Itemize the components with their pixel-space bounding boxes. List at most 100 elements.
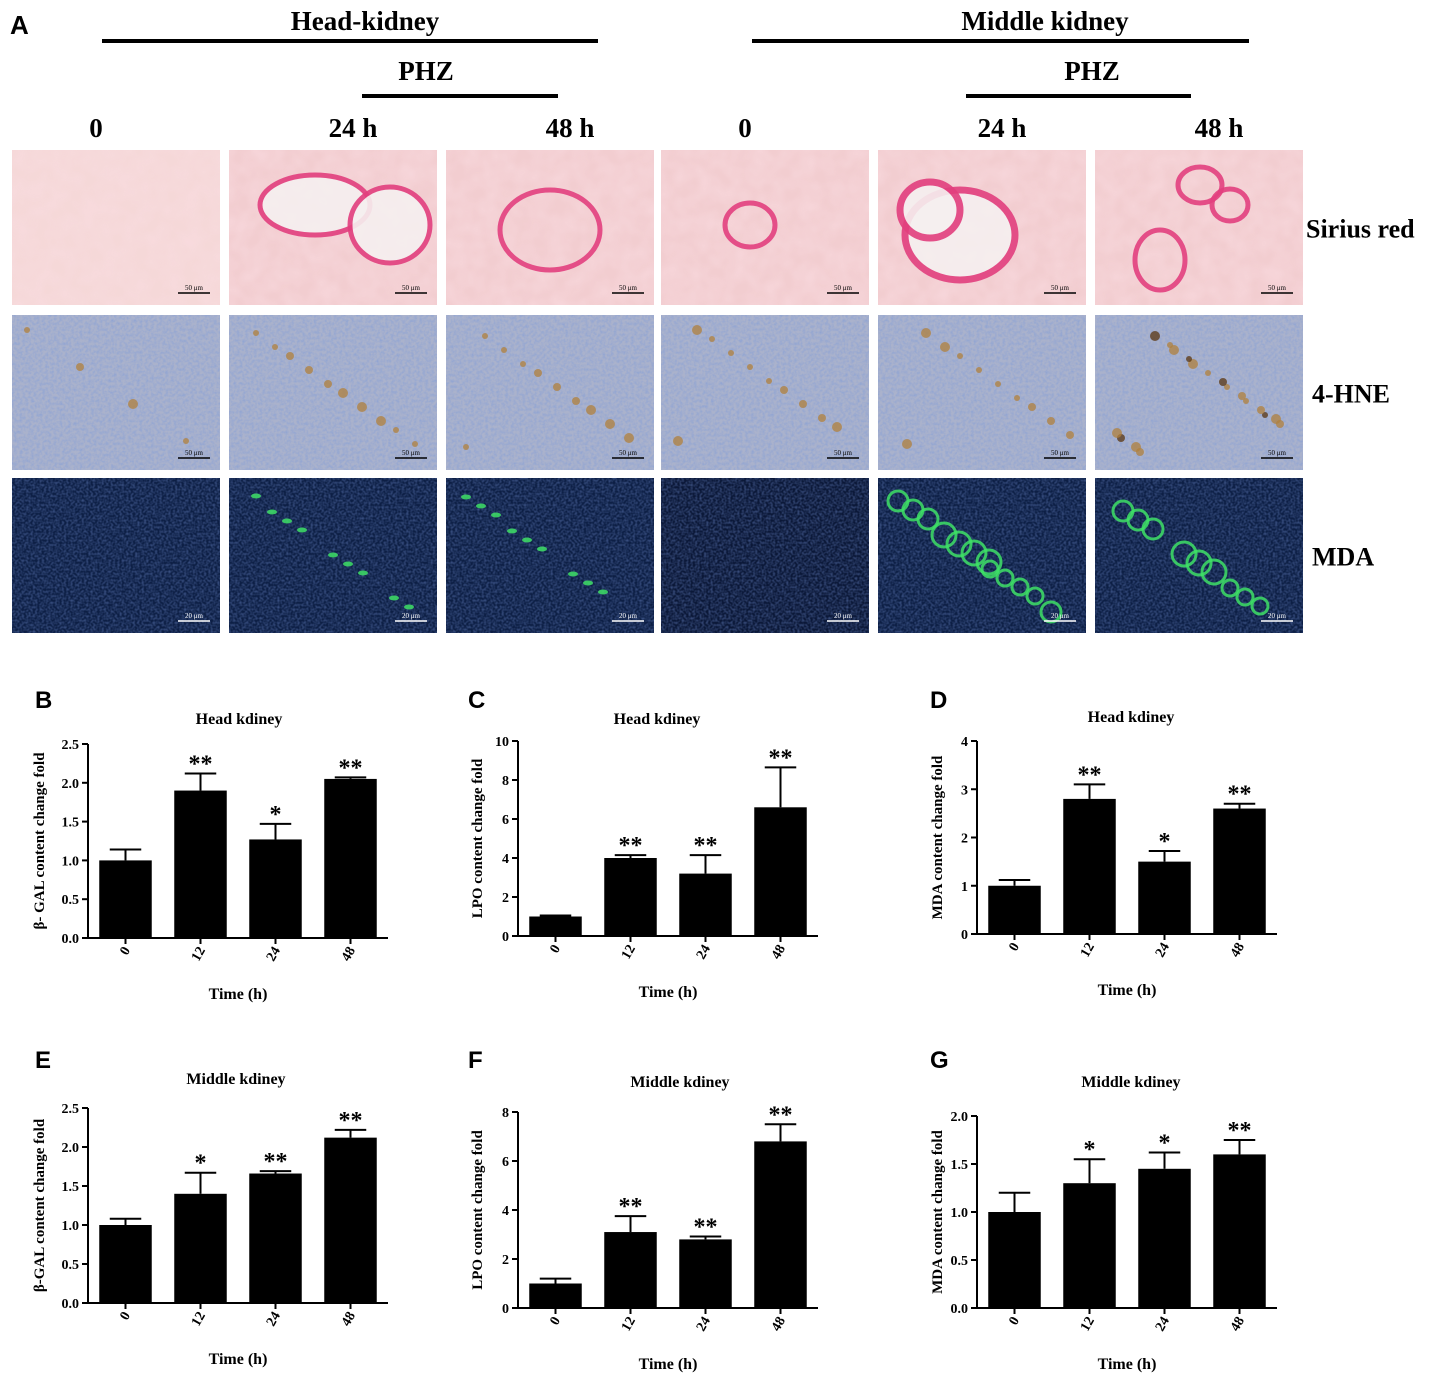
- bar: [1138, 1168, 1191, 1308]
- treatment-label: PHZ: [398, 56, 454, 86]
- y-tick-label: 2: [961, 832, 968, 847]
- hne-deposit: [1131, 442, 1141, 452]
- y-axis-label: MDA content change fold: [930, 1129, 946, 1293]
- significance-marker: *: [1084, 1137, 1096, 1163]
- hne-deposit: [1243, 398, 1249, 404]
- hne-deposit: [357, 402, 367, 412]
- micrograph-texture: [446, 315, 654, 470]
- collagen-stain: [722, 200, 778, 250]
- mda-fluorescence: [1185, 549, 1213, 577]
- micrograph-texture: [1095, 315, 1303, 470]
- y-tick-label: 0.0: [62, 932, 80, 947]
- x-tick-label: 24: [1153, 941, 1173, 961]
- column-label: 0: [89, 113, 103, 143]
- y-tick-label: 2: [502, 891, 509, 906]
- hne-deposit: [482, 333, 488, 339]
- mda-fluorescence: [267, 509, 277, 515]
- scale-bar-label: 50 μm: [834, 449, 853, 457]
- scale-bar-label: 20 μm: [402, 612, 421, 620]
- mda-fluorescence: [404, 604, 414, 610]
- y-tick-label: 0: [502, 930, 509, 945]
- y-axis-label: β-GAL content change fold: [32, 1118, 48, 1292]
- row-label: 4-HNE: [1312, 380, 1390, 409]
- y-tick-label: 0.5: [951, 1254, 969, 1269]
- hne-deposit: [799, 400, 807, 408]
- chart-f: F Middle kdiney LPO content change fold Tim…: [468, 1047, 818, 1373]
- panel-letter: E: [35, 1047, 51, 1074]
- micrograph-4-hne: 50 μm: [878, 315, 1086, 470]
- bar: [529, 1283, 582, 1308]
- x-axis-label: Time (h): [209, 1351, 268, 1368]
- micrograph-mda: 20 μm: [878, 478, 1086, 633]
- hne-deposit: [940, 342, 950, 352]
- scale-bar-label: 20 μm: [185, 612, 204, 620]
- y-tick-label: 1.0: [951, 1206, 969, 1221]
- panel-a-letter: A: [10, 10, 29, 40]
- scale-bar-label: 50 μm: [185, 284, 204, 292]
- x-tick-label: 12: [189, 1310, 209, 1330]
- bar: [529, 916, 582, 936]
- micrograph-texture: [229, 315, 437, 470]
- x-tick-label: 12: [619, 1315, 639, 1335]
- x-tick-label: 0: [117, 945, 133, 959]
- mda-fluorescence: [1039, 600, 1063, 624]
- micrograph-4-hne: 50 μm: [661, 315, 869, 470]
- y-axis-label: LPO content change fold: [470, 1130, 486, 1290]
- mda-fluorescence: [1220, 578, 1240, 598]
- hne-deposit: [1219, 378, 1227, 386]
- significance-marker: **: [339, 1108, 363, 1134]
- mda-fluorescence: [507, 528, 517, 534]
- micrograph-4-hne: 50 μm: [446, 315, 654, 470]
- micrograph-4-hne: 50 μm: [229, 315, 437, 470]
- micrograph-mda: 20 μm: [446, 478, 654, 633]
- significance-marker: **: [264, 1149, 288, 1175]
- x-tick-label: 0: [1006, 941, 1022, 955]
- significance-marker: *: [195, 1151, 207, 1177]
- x-tick-label: 48: [1228, 941, 1248, 961]
- hne-deposit: [572, 397, 580, 405]
- x-tick-label: 12: [189, 945, 209, 965]
- collagen-stain: [896, 178, 964, 242]
- mda-fluorescence: [568, 571, 578, 577]
- panel-a-row-labels: Sirius red 4-HNE MDA: [1306, 215, 1415, 572]
- mda-fluorescence: [583, 580, 593, 586]
- hne-deposit: [305, 366, 313, 374]
- x-tick-label: 48: [339, 945, 359, 965]
- significance-marker: **: [769, 1102, 793, 1128]
- mda-fluorescence: [1170, 540, 1198, 568]
- panel-a-images: 50 μm 50 μm 50 μm 50 μm 50 μm 50 μm 50 μm 50 μm…: [12, 150, 1303, 633]
- column-label: 24 h: [978, 113, 1027, 143]
- hne-deposit: [586, 405, 596, 415]
- mda-fluorescence: [282, 518, 292, 524]
- y-axis-label: β- GAL content change fold: [32, 752, 48, 930]
- scale-bar-label: 50 μm: [402, 284, 421, 292]
- x-tick-label: 0: [547, 1315, 563, 1329]
- hne-deposit: [183, 438, 189, 444]
- x-tick-label: 48: [1228, 1315, 1248, 1335]
- scale-bar-label: 20 μm: [834, 612, 853, 620]
- significance-marker: **: [619, 833, 643, 859]
- hne-deposit: [832, 422, 842, 432]
- chart-title: Middle kdiney: [1081, 1074, 1180, 1091]
- hne-deposit: [128, 399, 138, 409]
- bar: [1213, 1154, 1266, 1308]
- y-tick-label: 0: [961, 928, 968, 943]
- y-tick-label: 3: [961, 783, 968, 798]
- mda-fluorescence: [1200, 558, 1228, 586]
- hne-deposit: [553, 383, 561, 391]
- scale-bar-label: 50 μm: [834, 284, 853, 292]
- bar: [679, 1239, 732, 1308]
- chart-e: E Middle kdiney β-GAL content change fold T…: [32, 1047, 388, 1368]
- micrograph-texture: [661, 478, 869, 633]
- hne-deposit: [463, 444, 469, 450]
- y-axis-label: LPO content change fold: [470, 758, 486, 918]
- hne-deposit: [1262, 412, 1268, 418]
- mda-fluorescence: [1010, 577, 1030, 597]
- bar: [99, 1225, 152, 1303]
- y-tick-label: 2: [502, 1253, 509, 1268]
- x-tick-label: 24: [1153, 1315, 1173, 1335]
- hne-deposit: [1150, 331, 1160, 341]
- hne-deposit: [1271, 414, 1281, 424]
- chart-title: Middle kdiney: [186, 1071, 285, 1088]
- micrograph-mda: 20 μm: [1095, 478, 1303, 633]
